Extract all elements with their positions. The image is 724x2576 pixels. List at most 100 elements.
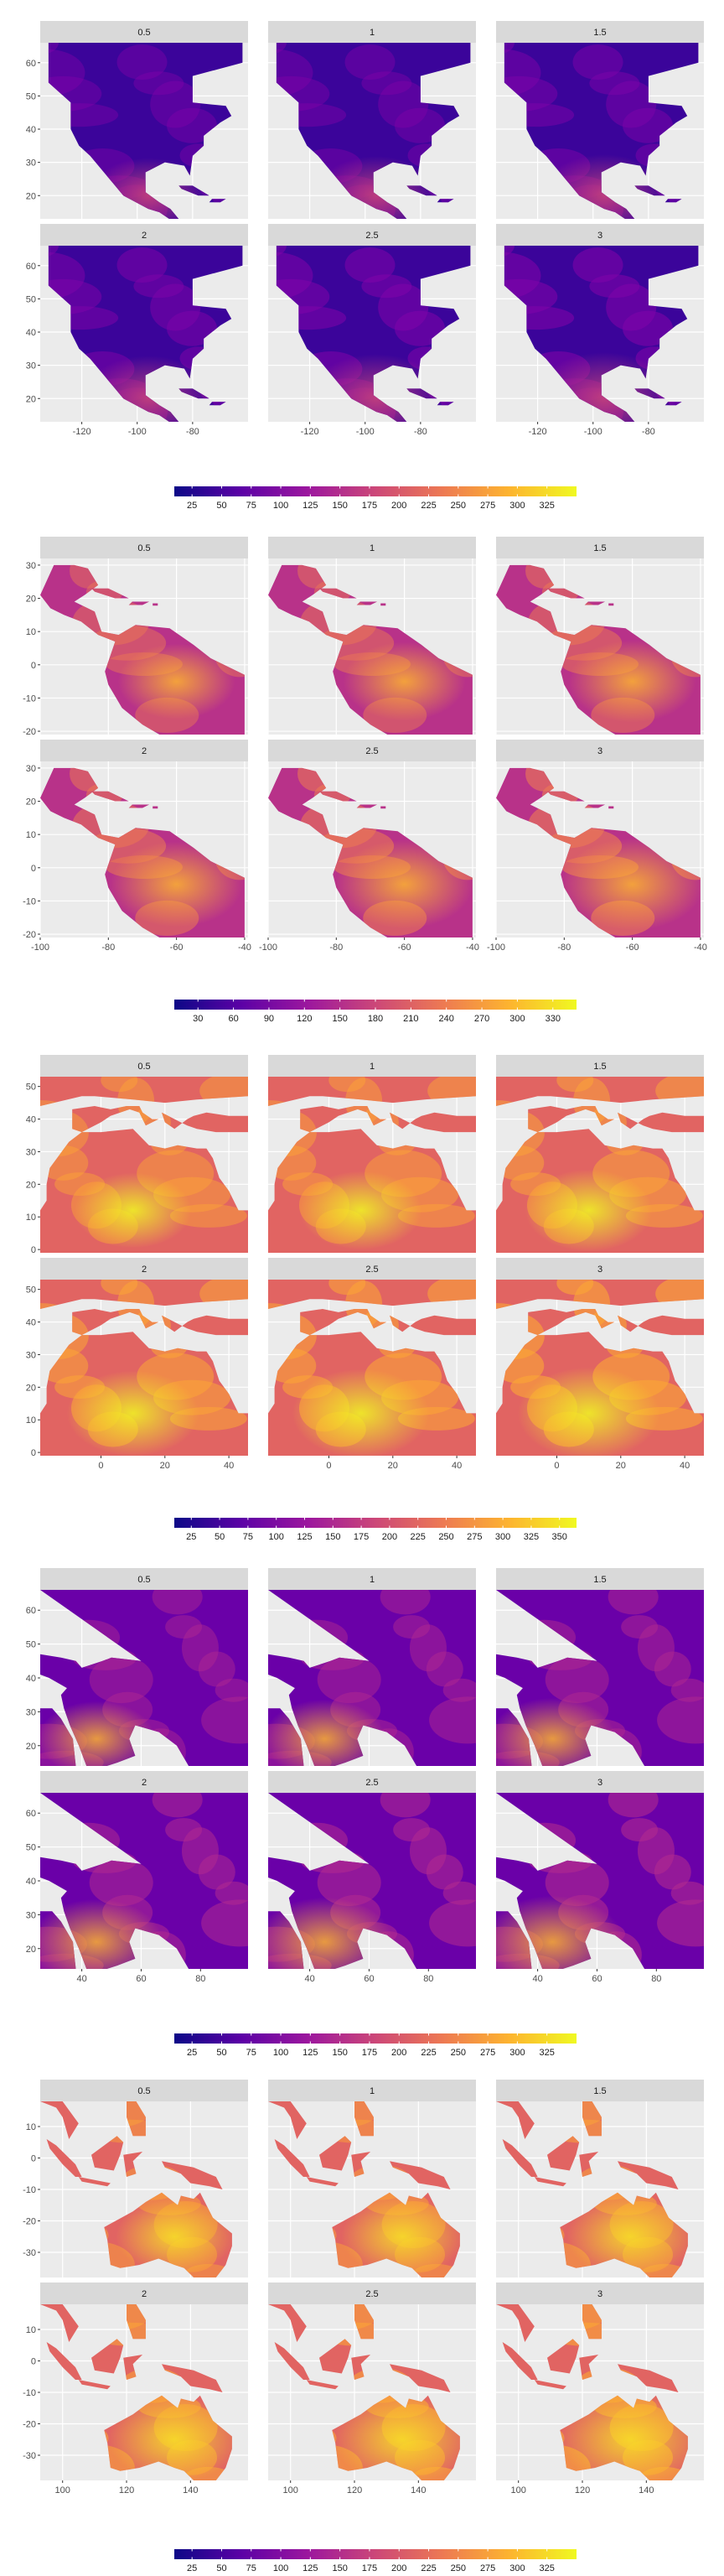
x-tick-label: -60 [398,943,411,953]
facet-panel: 1.5 [496,2080,704,2277]
x-tick-label: -100 [356,427,375,437]
hot-patch [566,2195,688,2277]
colorbar-tick-label: 60 [228,1014,238,1024]
colorbar-tick-label: 100 [273,501,288,511]
value-patch [572,247,623,283]
hot-patch [117,643,235,719]
x-tick-label: 40 [452,1461,462,1471]
facet-label: 0.5 [137,2086,150,2096]
hot-patch [74,1172,192,1249]
facet-panel: 1 [268,1568,476,1766]
colorbar-tick-label: 25 [187,2563,197,2573]
y-tick-label: 40 [26,1674,36,1684]
colorbar-tick-label: 350 [552,1532,567,1542]
y-tick-label: 30 [26,1147,36,1157]
facet-label: 1 [370,2086,375,2096]
hot-patch [343,641,466,721]
value-patch [621,1615,659,1639]
colorbar-tick-label: 250 [451,2048,466,2058]
value-patch [442,1678,476,1702]
value-patch [429,1899,476,1947]
value-patch [276,252,313,299]
x-tick-label: 100 [283,2485,298,2496]
y-tick-label: 0 [31,864,36,874]
value-patch [426,1651,463,1687]
facet-panel: 2 -30 -20 -10 0 10 100 120 140 [23,2283,248,2496]
colorbar-legend: 25 50 75 100 125 150 175 200 225 250 275 300 325 [174,2549,577,2573]
value-patch [276,246,287,257]
y-tick-label: 30 [26,1707,36,1717]
x-tick-label: 60 [364,1974,374,1984]
y-tick-label: 10 [26,1415,36,1426]
colorbar-tick-label: 210 [403,1014,418,1024]
y-tick-label: 60 [26,59,36,69]
colorbar-tick-label: 50 [216,2563,226,2573]
value-patch [504,246,515,257]
facet-panel: 3 40 60 80 [496,1771,704,1984]
facet-strip [40,1568,248,1590]
colorbar-tick-label: 175 [362,2563,377,2573]
facet-panel: 3 -100 -80 -60 -40 [487,740,707,953]
colorbar-tick-label: 225 [411,1532,426,1542]
colorbar-tick-label: 200 [391,501,406,511]
colorbar-tick-label: 225 [421,501,436,511]
facet-label: 2 [142,2289,147,2299]
y-tick-label: -20 [23,930,36,940]
facet-strip [268,21,476,43]
hot-patch [66,1370,199,1456]
facet-panel: 2 20 30 40 50 60 -120 -100 -80 [26,224,248,437]
colorbar-tick-label: 200 [391,2048,406,2058]
y-tick-label: 0 [31,2357,36,2367]
x-tick-label: -100 [128,427,147,437]
facet-label: 2.5 [365,1265,378,1275]
facet-panel: 2.5 40 60 80 [268,1771,476,1984]
x-tick-label: -60 [170,943,184,953]
colorbar-tick-label: 275 [480,2563,495,2573]
x-tick-label: -120 [301,427,319,437]
facet-strip [268,224,476,246]
y-tick-label: 20 [26,1945,36,1955]
value-patch [167,107,218,143]
x-tick-label: -40 [694,943,707,953]
colorbar-tick-label: 125 [297,1532,312,1542]
y-tick-label: -10 [23,896,36,906]
facet-panel: 3 -120 -100 -80 [496,224,704,437]
x-tick-label: 20 [388,1461,398,1471]
value-patch [317,1656,381,1704]
facet-label: 1.5 [593,1062,606,1072]
y-tick-label: 60 [26,1809,36,1819]
land-raster [268,1280,476,1456]
value-patch [152,1793,203,1818]
value-patch [48,43,59,55]
value-patch [48,246,59,257]
colorbar-tick-label: 240 [439,1014,454,1024]
x-tick-label: 120 [575,2485,590,2496]
x-tick-label: -80 [329,943,343,953]
facet-strip [40,537,248,558]
colorbar [174,486,577,496]
y-tick-label: 30 [26,1910,36,1920]
colorbar-tick-label: 175 [354,1532,369,1542]
value-patch [380,1793,431,1818]
value-patch [328,1280,366,1296]
value-patch [165,1615,203,1639]
facet-strip [496,740,704,761]
y-tick-label: 50 [26,1640,36,1650]
facet-panel: 3 0 20 40 [496,1258,704,1471]
facet-label: 2 [142,231,147,241]
x-tick-label: 80 [195,1974,205,1984]
facet-panel: 0.5 20 30 40 50 60 [26,1568,248,1766]
hot-patch [116,2199,232,2275]
facet-label: 1.5 [593,543,606,553]
value-patch [608,1590,659,1615]
colorbar-legend: 25 50 75 100 125 150 175 200 225 250 275 300 325 [174,486,577,511]
y-tick-label: 20 [26,1180,36,1190]
value-patch [380,1590,431,1615]
colorbar-tick-label: 250 [451,2563,466,2573]
y-tick-label: 40 [26,1877,36,1887]
x-tick-label: -80 [642,427,655,437]
y-tick-label: 0 [31,661,36,671]
facet-label: 3 [597,2289,602,2299]
